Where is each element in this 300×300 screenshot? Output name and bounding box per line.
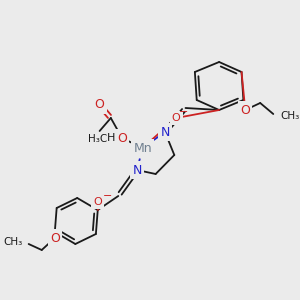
Text: N: N <box>132 164 142 176</box>
Text: H: H <box>106 133 115 143</box>
Text: O: O <box>172 113 181 123</box>
Text: O: O <box>240 103 250 116</box>
Text: H₃C: H₃C <box>88 134 107 144</box>
Text: N: N <box>160 125 170 139</box>
Text: −: − <box>179 107 188 117</box>
Text: O: O <box>117 131 127 145</box>
Text: CH₃: CH₃ <box>281 111 300 121</box>
Text: −: − <box>102 191 112 201</box>
Text: O: O <box>93 197 102 207</box>
Text: CH₃: CH₃ <box>4 237 23 247</box>
Text: Mn: Mn <box>133 142 152 154</box>
Text: O: O <box>50 232 60 244</box>
Text: O: O <box>95 98 105 112</box>
